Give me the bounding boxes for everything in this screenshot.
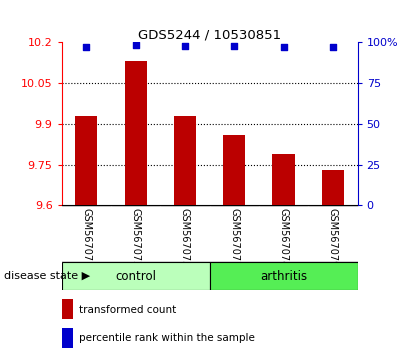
Bar bbox=[210, 262, 358, 290]
Text: GSM567079: GSM567079 bbox=[328, 208, 338, 267]
Bar bbox=[174, 116, 196, 205]
Bar bbox=[75, 116, 97, 205]
Bar bbox=[62, 262, 210, 290]
Bar bbox=[62, 328, 74, 348]
Point bbox=[231, 43, 238, 49]
Text: GSM567071: GSM567071 bbox=[81, 208, 91, 267]
Bar bbox=[125, 62, 147, 205]
Bar bbox=[62, 299, 74, 319]
Point bbox=[280, 44, 287, 50]
Text: GSM567072: GSM567072 bbox=[131, 208, 141, 268]
Point bbox=[132, 42, 139, 48]
Text: control: control bbox=[115, 270, 156, 282]
Text: percentile rank within the sample: percentile rank within the sample bbox=[79, 333, 255, 343]
Text: GSM567078: GSM567078 bbox=[279, 208, 289, 267]
Title: GDS5244 / 10530851: GDS5244 / 10530851 bbox=[138, 28, 281, 41]
Point bbox=[182, 43, 188, 49]
Bar bbox=[272, 154, 295, 205]
Text: GSM567077: GSM567077 bbox=[229, 208, 239, 268]
Bar bbox=[322, 170, 344, 205]
Bar bbox=[223, 135, 245, 205]
Text: transformed count: transformed count bbox=[79, 305, 177, 315]
Point bbox=[330, 44, 336, 50]
Text: disease state ▶: disease state ▶ bbox=[4, 271, 90, 281]
Text: GSM567073: GSM567073 bbox=[180, 208, 190, 267]
Point bbox=[83, 44, 90, 50]
Text: arthritis: arthritis bbox=[260, 270, 307, 282]
